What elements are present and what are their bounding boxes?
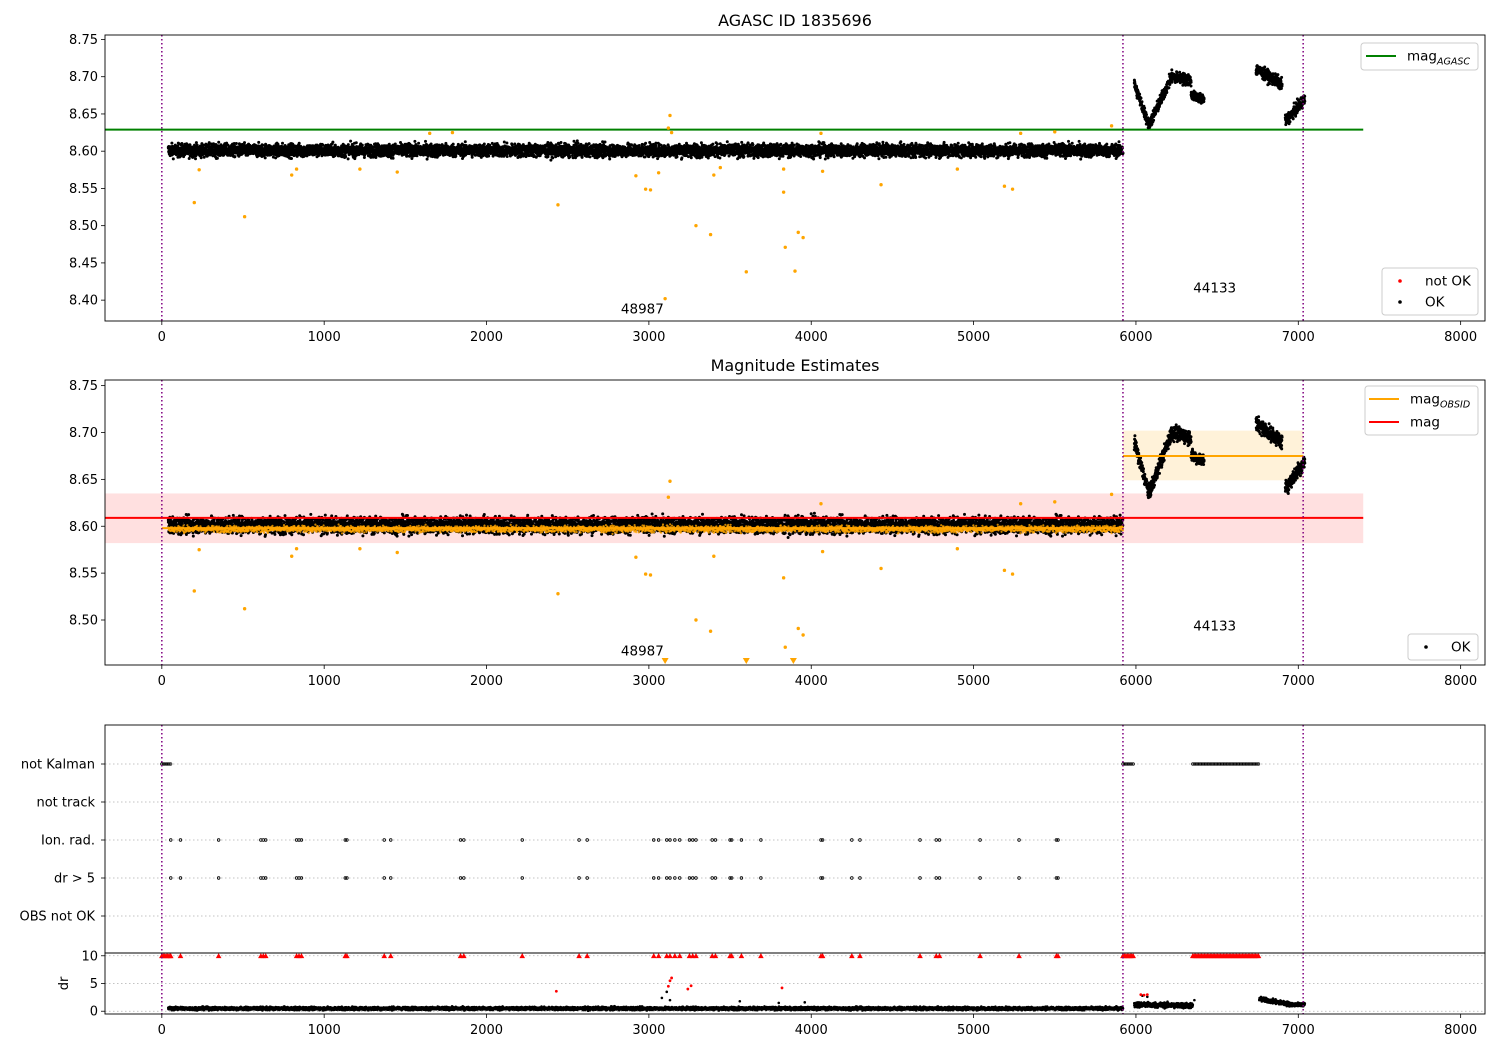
ok-point bbox=[580, 155, 584, 159]
ok-point bbox=[194, 157, 197, 161]
ok-point bbox=[437, 143, 441, 147]
ok-point bbox=[487, 154, 491, 158]
ok-point bbox=[608, 157, 612, 161]
ok-point bbox=[331, 140, 335, 144]
ok-point bbox=[505, 141, 509, 145]
ok-point bbox=[505, 155, 509, 158]
ok-point bbox=[680, 156, 684, 160]
ok-point bbox=[470, 155, 474, 159]
ok-point bbox=[349, 139, 353, 143]
ok-point bbox=[188, 143, 192, 147]
ok-point bbox=[725, 140, 729, 144]
ok-point bbox=[346, 157, 350, 161]
ok-point bbox=[187, 157, 191, 160]
ok-point bbox=[546, 155, 550, 159]
ok-point bbox=[170, 141, 174, 145]
panel-title: AGASC ID 1835696 bbox=[718, 11, 872, 30]
ok-point bbox=[199, 156, 203, 160]
ok-point bbox=[742, 155, 746, 159]
ok-point bbox=[588, 155, 592, 159]
ok-point bbox=[711, 142, 715, 146]
ok-point bbox=[777, 157, 781, 161]
ok-series bbox=[166, 64, 1307, 162]
ok-point bbox=[715, 142, 719, 146]
ok-point bbox=[297, 141, 301, 145]
ok-point bbox=[451, 142, 455, 146]
ok-point bbox=[354, 141, 358, 145]
ok-point bbox=[551, 156, 555, 160]
ok-point bbox=[424, 139, 427, 143]
ok-point bbox=[391, 156, 395, 160]
ok-point bbox=[654, 144, 658, 148]
ok-point bbox=[290, 157, 293, 160]
ok-point bbox=[360, 143, 364, 147]
ok-point bbox=[559, 141, 563, 144]
ok-point bbox=[243, 141, 246, 145]
ok-point bbox=[233, 155, 237, 159]
ok-point bbox=[171, 157, 175, 161]
ok-point bbox=[781, 154, 785, 158]
ok-point bbox=[194, 154, 198, 158]
ok-point bbox=[413, 139, 417, 143]
ok-point bbox=[346, 143, 350, 147]
ok-point bbox=[180, 142, 184, 145]
ok-point bbox=[644, 141, 648, 145]
ok-point bbox=[502, 140, 506, 144]
ok-point bbox=[482, 142, 486, 146]
ok-point bbox=[195, 143, 199, 147]
ok-point bbox=[344, 155, 348, 159]
ok-point bbox=[568, 155, 572, 159]
ok-point bbox=[740, 140, 744, 144]
ok-point bbox=[718, 156, 722, 160]
ok-point bbox=[217, 140, 221, 144]
ok-point bbox=[751, 143, 755, 147]
ok-point bbox=[425, 157, 429, 161]
ok-point bbox=[675, 155, 679, 159]
ok-point bbox=[417, 141, 421, 145]
ok-point bbox=[257, 140, 261, 144]
ok-point bbox=[202, 155, 206, 159]
ok-point bbox=[689, 156, 693, 160]
ok-point bbox=[234, 142, 238, 145]
ok-point bbox=[603, 140, 607, 144]
ok-point bbox=[576, 141, 580, 145]
ok-point bbox=[587, 142, 591, 146]
ok-point bbox=[779, 142, 783, 146]
ok-point bbox=[207, 141, 211, 145]
ok-point bbox=[215, 156, 219, 160]
ok-point bbox=[463, 140, 467, 144]
ok-point bbox=[263, 156, 267, 160]
ok-point bbox=[637, 144, 641, 147]
ok-point bbox=[194, 141, 198, 145]
ok-point bbox=[281, 141, 284, 145]
